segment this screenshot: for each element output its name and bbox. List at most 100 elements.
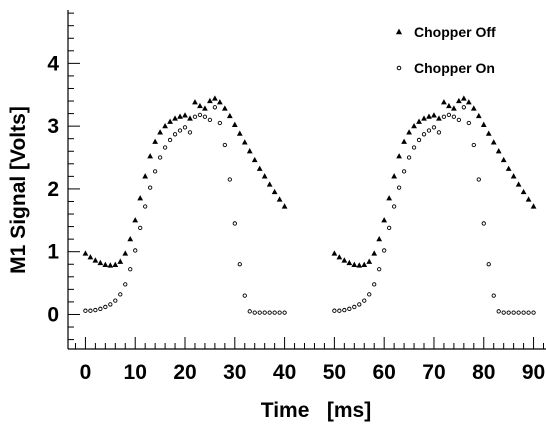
data-point-chopper-on bbox=[396, 185, 402, 190]
data-point-chopper-off bbox=[465, 99, 472, 105]
data-point-chopper-off bbox=[127, 235, 134, 242]
data-point-chopper-on bbox=[257, 310, 262, 315]
x-tick-label: 80 bbox=[472, 361, 495, 384]
data-point-chopper-on bbox=[148, 185, 153, 190]
data-point-chopper-on bbox=[531, 310, 536, 315]
data-point-chopper-on bbox=[172, 132, 178, 137]
data-point-chopper-on bbox=[138, 225, 143, 230]
y-tick-label: 0 bbox=[47, 303, 59, 326]
data-point-chopper-on bbox=[521, 310, 526, 315]
data-point-chopper-off bbox=[97, 259, 104, 266]
data-point-chopper-on bbox=[207, 117, 213, 123]
data-point-chopper-off bbox=[182, 112, 188, 118]
data-point-chopper-off bbox=[212, 95, 218, 101]
data-point-chopper-on bbox=[352, 304, 357, 310]
data-point-chopper-on bbox=[471, 142, 476, 148]
legend-marker-chopper-on bbox=[396, 65, 402, 71]
data-point-chopper-off bbox=[480, 121, 487, 127]
data-point-chopper-on bbox=[426, 128, 432, 133]
data-point-chopper-on bbox=[232, 221, 237, 226]
data-point-chopper-on bbox=[387, 225, 392, 230]
data-point-chopper-off bbox=[500, 156, 507, 163]
data-point-chopper-off bbox=[470, 105, 477, 111]
data-point-chopper-off bbox=[261, 173, 268, 179]
data-point-chopper-on bbox=[152, 169, 158, 174]
data-point-chopper-off bbox=[236, 130, 243, 136]
data-point-chopper-on bbox=[262, 310, 267, 315]
x-tick-label: 40 bbox=[273, 361, 296, 384]
data-point-chopper-on bbox=[123, 282, 128, 287]
data-point-chopper-off bbox=[241, 139, 248, 145]
data-point-chopper-off bbox=[406, 129, 412, 135]
data-point-chopper-on bbox=[113, 298, 118, 303]
data-point-chopper-off bbox=[515, 181, 522, 187]
x-tick-label: 20 bbox=[173, 361, 196, 384]
y-tick-label: 3 bbox=[47, 115, 59, 138]
data-point-chopper-on bbox=[162, 145, 168, 150]
data-point-chopper-off bbox=[490, 139, 497, 145]
data-point-chopper-on bbox=[182, 125, 188, 130]
x-tick-label: 70 bbox=[422, 361, 445, 384]
data-point-chopper-off bbox=[197, 102, 203, 109]
data-point-chopper-off bbox=[446, 102, 452, 109]
data-point-chopper-on bbox=[501, 310, 506, 315]
data-point-chopper-off bbox=[192, 99, 198, 105]
data-point-chopper-on bbox=[456, 117, 462, 123]
data-point-chopper-off bbox=[167, 118, 173, 124]
data-point-chopper-on bbox=[496, 309, 501, 314]
data-point-chopper-off bbox=[107, 262, 114, 268]
data-point-chopper-on bbox=[83, 308, 88, 313]
data-point-chopper-on bbox=[491, 293, 496, 298]
data-point-chopper-on bbox=[227, 177, 232, 182]
data-point-chopper-on bbox=[177, 128, 183, 133]
data-point-chopper-on bbox=[187, 130, 193, 135]
x-tick-label: 50 bbox=[323, 361, 346, 384]
x-tick-label: 90 bbox=[522, 361, 545, 384]
data-point-chopper-on bbox=[133, 248, 138, 253]
data-point-chopper-off bbox=[401, 138, 407, 144]
data-point-chopper-off bbox=[187, 115, 193, 121]
data-point-chopper-off bbox=[530, 203, 537, 209]
data-point-chopper-on bbox=[382, 248, 387, 253]
data-point-chopper-off bbox=[216, 99, 223, 105]
data-point-chopper-off bbox=[361, 261, 368, 267]
data-point-chopper-off bbox=[117, 258, 124, 264]
data-point-chopper-on bbox=[466, 120, 471, 126]
data-point-chopper-off bbox=[122, 250, 129, 256]
y-tick-label: 1 bbox=[47, 241, 59, 264]
data-point-chopper-on bbox=[197, 112, 203, 117]
data-point-chopper-on bbox=[526, 310, 531, 315]
data-point-chopper-on bbox=[237, 262, 242, 267]
data-point-chopper-on bbox=[367, 292, 372, 297]
data-point-chopper-off bbox=[82, 250, 89, 256]
data-point-chopper-on bbox=[362, 298, 367, 303]
data-point-chopper-off bbox=[331, 250, 338, 256]
data-point-chopper-off bbox=[351, 261, 358, 267]
y-tick-label: 4 bbox=[47, 52, 59, 75]
data-point-chopper-on bbox=[461, 105, 466, 110]
x-tick-label: 60 bbox=[372, 361, 395, 384]
data-point-chopper-off bbox=[177, 113, 183, 119]
data-point-chopper-on bbox=[192, 114, 198, 119]
data-point-chopper-on bbox=[401, 169, 407, 174]
data-point-chopper-on bbox=[342, 307, 347, 313]
data-point-chopper-off bbox=[162, 122, 168, 129]
data-point-chopper-off bbox=[381, 217, 388, 223]
data-point-chopper-off bbox=[256, 165, 263, 171]
data-point-chopper-on bbox=[451, 114, 457, 119]
data-point-chopper-off bbox=[431, 112, 437, 118]
data-point-chopper-off bbox=[346, 259, 353, 266]
data-point-chopper-on bbox=[332, 308, 337, 313]
data-point-chopper-off bbox=[396, 153, 402, 159]
data-point-chopper-off bbox=[505, 165, 512, 171]
data-point-chopper-on bbox=[421, 132, 427, 137]
data-point-chopper-off bbox=[231, 121, 238, 127]
data-point-chopper-off bbox=[391, 173, 398, 179]
data-point-chopper-off bbox=[510, 173, 517, 179]
data-point-chopper-on bbox=[337, 308, 342, 313]
data-point-chopper-off bbox=[92, 257, 99, 263]
data-point-chopper-on bbox=[481, 221, 486, 226]
data-point-chopper-on bbox=[157, 155, 163, 160]
data-point-chopper-off bbox=[102, 261, 109, 267]
